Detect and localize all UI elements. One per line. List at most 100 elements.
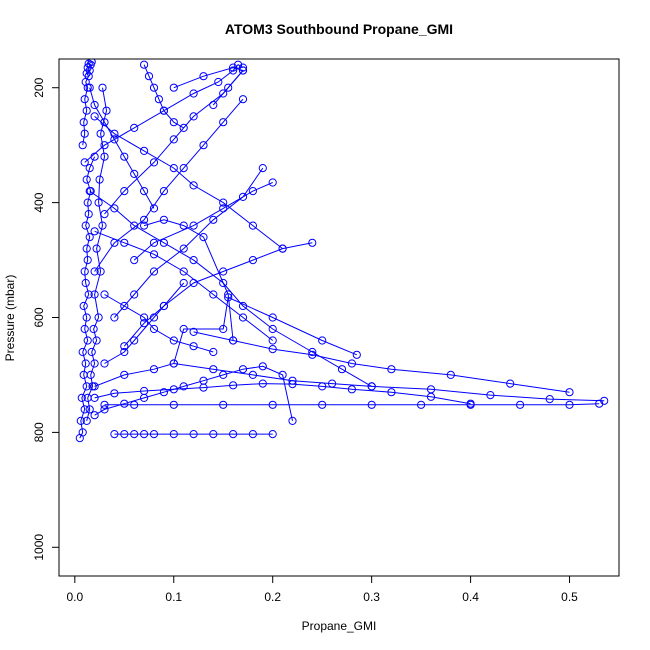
data-point: [80, 95, 89, 104]
data-point: [600, 396, 609, 405]
data-point: [189, 327, 198, 336]
series-1: [82, 83, 111, 425]
data-point: [85, 83, 94, 92]
data-point: [82, 175, 91, 184]
data-point: [229, 336, 238, 345]
data-point: [159, 215, 168, 224]
series-line: [114, 167, 264, 318]
data-point: [80, 158, 89, 167]
data-point: [80, 324, 89, 334]
data-layer: [75, 59, 609, 443]
data-point: [179, 324, 188, 334]
data-point: [149, 204, 159, 213]
data-point: [219, 278, 228, 288]
data-point: [90, 411, 99, 420]
data-point: [278, 244, 287, 253]
x-tick-label: 0.3: [363, 590, 380, 604]
data-point: [77, 393, 86, 402]
data-point: [110, 313, 119, 322]
data-point: [92, 336, 101, 345]
data-point: [288, 380, 297, 389]
data-point: [258, 164, 267, 173]
data-point: [219, 267, 228, 276]
data-point: [130, 336, 139, 345]
data-point: [209, 215, 218, 224]
series-21: [100, 278, 188, 368]
data-point: [149, 250, 159, 259]
data-point: [100, 400, 109, 409]
data-point: [82, 244, 91, 253]
data-point: [82, 382, 91, 391]
data-point: [149, 365, 159, 374]
data-point: [352, 350, 361, 359]
data-point: [278, 370, 287, 379]
data-point: [82, 106, 91, 115]
series-23: [140, 60, 188, 133]
data-point: [258, 379, 267, 388]
x-tick-label: 0.1: [165, 590, 182, 604]
data-point: [83, 63, 92, 72]
series-2: [78, 59, 96, 150]
data-point: [87, 59, 96, 66]
data-point: [110, 204, 119, 213]
data-point: [224, 290, 233, 299]
data-point: [308, 350, 317, 359]
data-point: [238, 313, 248, 322]
data-point: [565, 400, 574, 409]
data-point: [486, 391, 495, 400]
series-line: [123, 242, 313, 347]
y-tick-label: 400: [32, 192, 46, 212]
series-line: [89, 190, 372, 387]
data-point: [140, 221, 149, 230]
data-point: [417, 400, 426, 409]
y-axis-label: Pressure (mbar): [3, 275, 17, 362]
data-point: [189, 256, 198, 265]
data-point: [179, 382, 188, 391]
data-point: [199, 233, 208, 242]
series-line: [86, 87, 108, 422]
data-point: [83, 83, 92, 92]
data-point: [84, 210, 93, 219]
data-point: [545, 395, 554, 404]
data-point: [209, 100, 218, 110]
data-point: [130, 123, 139, 133]
data-point: [169, 359, 178, 368]
data-point: [85, 233, 94, 242]
data-point: [238, 301, 248, 311]
data-point: [169, 164, 178, 173]
data-point: [199, 72, 208, 81]
data-point: [516, 400, 525, 409]
data-point: [100, 118, 109, 127]
data-point: [219, 324, 228, 334]
data-point: [169, 83, 178, 92]
data-point: [149, 267, 159, 276]
series-0: [75, 152, 99, 443]
data-point: [140, 319, 149, 328]
series-line: [104, 294, 214, 353]
data-point: [130, 169, 139, 178]
data-point: [140, 313, 149, 322]
data-point: [82, 313, 91, 322]
data-point: [94, 313, 103, 322]
series-24: [169, 63, 248, 110]
x-axis: 0.0 0.1 0.2 0.3 0.4 0.5: [66, 576, 578, 604]
data-point: [179, 221, 188, 230]
data-point: [149, 430, 159, 439]
data-point: [229, 66, 238, 75]
data-point: [189, 89, 198, 98]
data-point: [76, 416, 85, 425]
data-point: [90, 290, 99, 299]
data-point: [169, 385, 178, 394]
data-point: [83, 198, 92, 207]
data-point: [268, 313, 277, 322]
data-point: [88, 382, 97, 391]
y-tick-label: 800: [32, 422, 46, 442]
series-17: [100, 290, 218, 357]
data-point: [89, 324, 98, 334]
series-20: [140, 215, 238, 345]
series-line: [193, 331, 570, 393]
data-point: [90, 267, 99, 276]
data-point: [179, 244, 188, 253]
series-22: [85, 83, 159, 213]
series-line: [104, 403, 600, 406]
